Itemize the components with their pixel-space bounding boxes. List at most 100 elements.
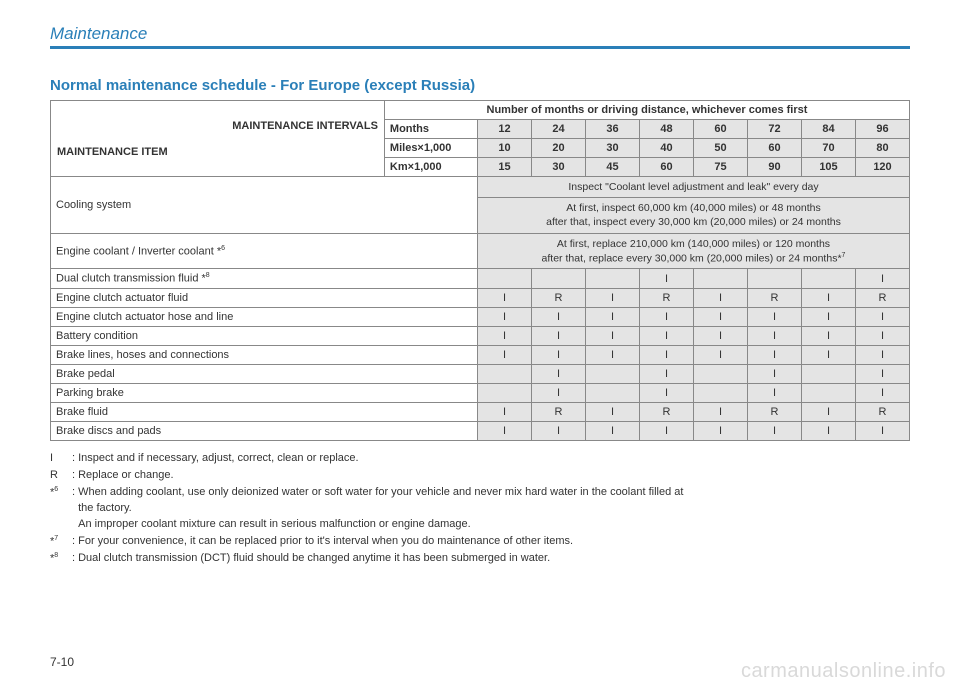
row-cell: I	[748, 384, 802, 403]
row-cell	[802, 384, 856, 403]
page-header: Maintenance	[50, 24, 910, 49]
row-cell: I	[640, 346, 694, 365]
months-val: 60	[694, 120, 748, 139]
legend-r-key: R	[50, 468, 72, 484]
row-cell: I	[748, 346, 802, 365]
row-cell	[586, 384, 640, 403]
row-cell: I	[478, 289, 532, 308]
row-cell: I	[640, 308, 694, 327]
row-cell	[694, 365, 748, 384]
legend-6-text-c: An improper coolant mixture can result i…	[78, 518, 471, 530]
page-container: Maintenance Normal maintenance schedule …	[0, 0, 960, 589]
km-val: 75	[694, 158, 748, 177]
row-cell: I	[532, 327, 586, 346]
row-cell: I	[586, 308, 640, 327]
row-cell: R	[640, 289, 694, 308]
legend-7-key: *7	[50, 534, 72, 551]
km-val: 45	[586, 158, 640, 177]
km-label: Km×1,000	[384, 158, 477, 177]
miles-val: 10	[478, 139, 532, 158]
row-cell: I	[532, 308, 586, 327]
maintenance-table: MAINTENANCE INTERVALS MAINTENANCE ITEM N…	[50, 100, 910, 441]
corner-item-label: MAINTENANCE ITEM	[57, 146, 378, 158]
row-cell: I	[694, 289, 748, 308]
row-cell: I	[640, 269, 694, 289]
legend-r: R : Replace or change.	[50, 468, 910, 484]
row-cell: I	[532, 365, 586, 384]
legend-6: *6 : When adding coolant, use only deion…	[50, 485, 910, 533]
months-val: 12	[478, 120, 532, 139]
cooling-note-2a: At first, inspect 60,000 km (40,000 mile…	[566, 202, 820, 214]
table-row: Brake discs and padsIIIIIIII	[51, 422, 910, 441]
row-cell	[586, 365, 640, 384]
row-cell: I	[748, 422, 802, 441]
row-cell: I	[478, 346, 532, 365]
row-cell	[694, 269, 748, 289]
legend-7-text: : For your convenience, it can be replac…	[72, 534, 910, 551]
legend-i-text: : Inspect and if necessary, adjust, corr…	[72, 451, 910, 467]
engine-coolant-note: At first, replace 210,000 km (140,000 mi…	[478, 233, 910, 269]
engine-coolant-note-b: after that, replace every 30,000 km (20,…	[542, 252, 842, 264]
cooling-note-2: At first, inspect 60,000 km (40,000 mile…	[478, 198, 910, 233]
miles-val: 60	[748, 139, 802, 158]
engine-coolant-note-a: At first, replace 210,000 km (140,000 mi…	[557, 238, 830, 250]
row-cell: I	[748, 327, 802, 346]
row-cell: R	[748, 403, 802, 422]
months-val: 24	[532, 120, 586, 139]
engine-coolant-row: Engine coolant / Inverter coolant *6 At …	[51, 233, 910, 269]
legend-i-key: I	[50, 451, 72, 467]
row-cell: I	[586, 289, 640, 308]
row-cell: I	[532, 422, 586, 441]
miles-val: 40	[640, 139, 694, 158]
table-row: Brake fluidIRIRIRIR	[51, 403, 910, 422]
cooling-row-1: Cooling system Inspect "Coolant level ad…	[51, 177, 910, 198]
row-cell	[478, 384, 532, 403]
km-val: 105	[802, 158, 856, 177]
table-row: Engine clutch actuator hose and lineIIII…	[51, 308, 910, 327]
legend-r-text: : Replace or change.	[72, 468, 910, 484]
row-label: Engine clutch actuator hose and line	[51, 308, 478, 327]
row-cell: R	[532, 403, 586, 422]
row-cell: I	[856, 308, 910, 327]
row-label: Parking brake	[51, 384, 478, 403]
cooling-note-2b: after that, inspect every 30,000 km (20,…	[546, 216, 841, 228]
row-cell	[802, 269, 856, 289]
row-cell: I	[478, 403, 532, 422]
row-cell: I	[640, 365, 694, 384]
km-val: 120	[856, 158, 910, 177]
row-cell: I	[694, 422, 748, 441]
row-cell: I	[640, 384, 694, 403]
row-cell: R	[856, 403, 910, 422]
page-number: 7-10	[50, 655, 74, 669]
row-cell: I	[478, 422, 532, 441]
row-cell: I	[856, 422, 910, 441]
row-cell: I	[532, 346, 586, 365]
months-val: 84	[802, 120, 856, 139]
table-row: Parking brakeIIII	[51, 384, 910, 403]
row-cell: I	[640, 327, 694, 346]
header-title: Maintenance	[50, 24, 147, 43]
row-cell: I	[802, 308, 856, 327]
row-cell	[802, 365, 856, 384]
row-cell	[694, 384, 748, 403]
row-cell: I	[694, 403, 748, 422]
months-label: Months	[384, 120, 477, 139]
row-cell: R	[856, 289, 910, 308]
row-cell	[586, 269, 640, 289]
table-row: Engine clutch actuator fluidIRIRIRIR	[51, 289, 910, 308]
miles-label: Miles×1,000	[384, 139, 477, 158]
row-cell: R	[748, 289, 802, 308]
row-cell	[532, 269, 586, 289]
row-cell: I	[478, 327, 532, 346]
table-row: Dual clutch transmission fluid *8II	[51, 269, 910, 289]
watermark: carmanualsonline.info	[741, 660, 946, 683]
row-cell	[478, 269, 532, 289]
row-cell: I	[694, 346, 748, 365]
engine-coolant-label: Engine coolant / Inverter coolant *6	[51, 233, 478, 269]
row-cell: I	[586, 346, 640, 365]
months-val: 36	[586, 120, 640, 139]
table-row: Battery conditionIIIIIIII	[51, 327, 910, 346]
column-header: Number of months or driving distance, wh…	[384, 101, 909, 120]
row-cell: I	[640, 422, 694, 441]
section-title: Normal maintenance schedule - For Europe…	[50, 77, 910, 94]
